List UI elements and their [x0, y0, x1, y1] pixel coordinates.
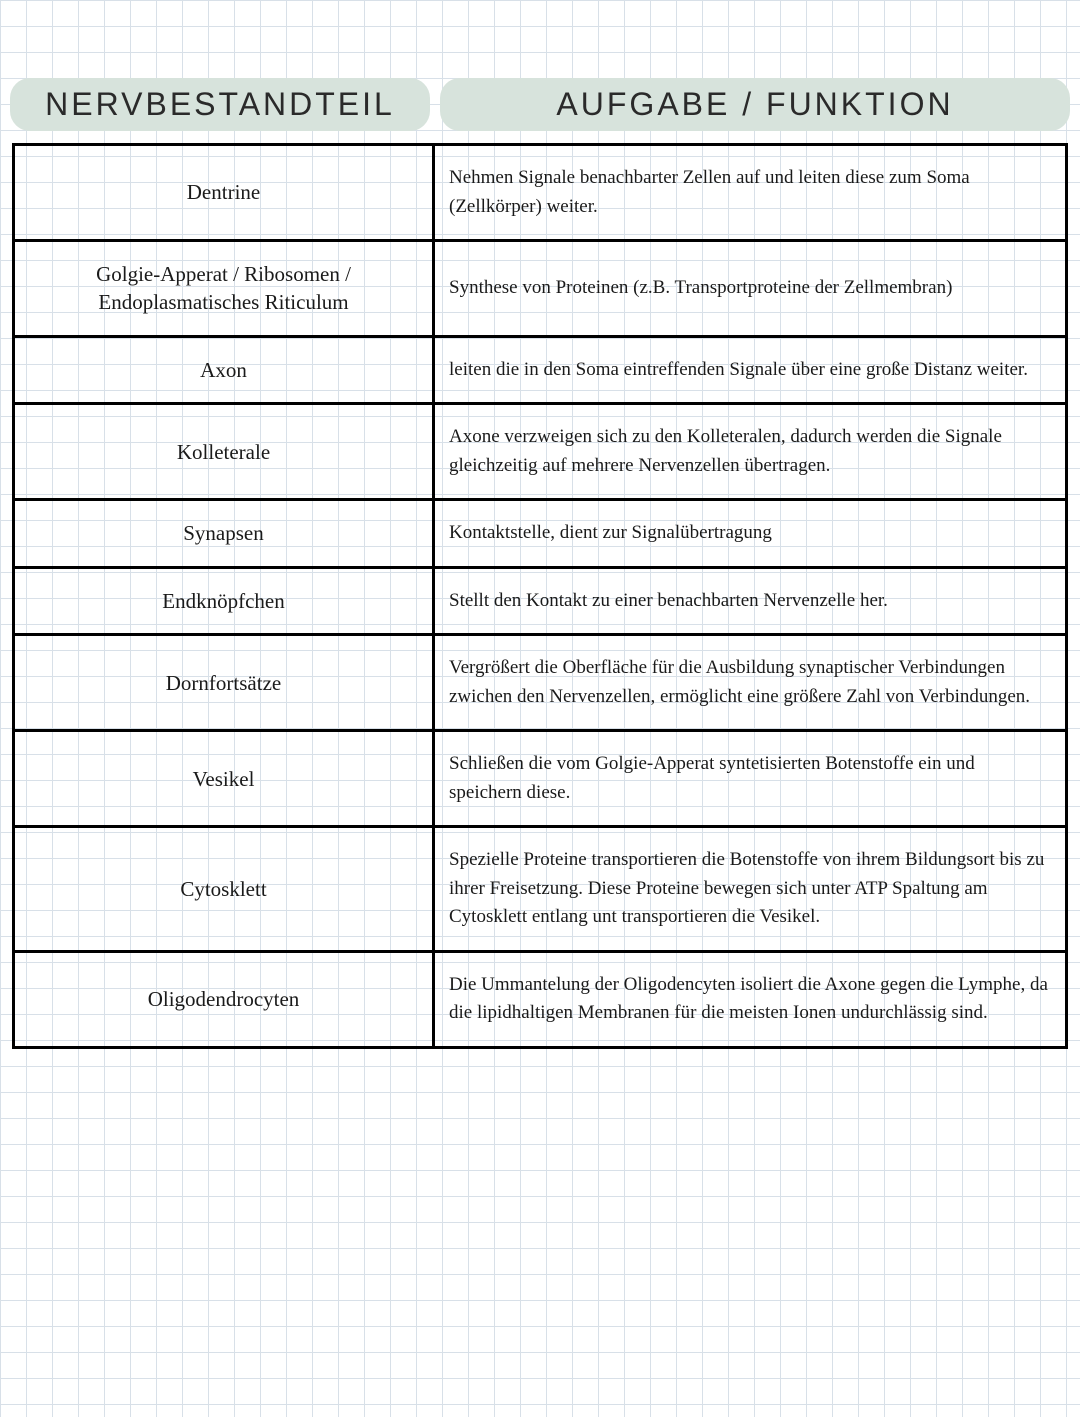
table-row: Synapsen Kontaktstelle, dient zur Signal… — [14, 500, 1067, 568]
def-cell: Spezielle Proteine transportieren die Bo… — [434, 827, 1067, 952]
def-cell: Axone verzweigen sich zu den Kolleterale… — [434, 404, 1067, 500]
term-cell: Oligodendrocyten — [14, 951, 434, 1047]
header-left-text: NERVBESTANDTEIL — [45, 86, 395, 122]
page-content: NERVBESTANDTEIL AUFGABE / FUNKTION Dentr… — [0, 0, 1080, 1049]
def-cell: Die Ummantelung der Oligodencyten isolie… — [434, 951, 1067, 1047]
table-row: Cytosklett Spezielle Proteine transporti… — [14, 827, 1067, 952]
term-cell: Endknöpfchen — [14, 567, 434, 635]
def-cell: Nehmen Signale benachbarter Zellen auf u… — [434, 145, 1067, 241]
term-cell: Golgie-Apperat / Ribosomen / Endoplasmat… — [14, 241, 434, 337]
term-cell: Dentrine — [14, 145, 434, 241]
header-right-text: AUFGABE / FUNKTION — [556, 86, 953, 122]
table-row: Dornfortsätze Vergrößert die Oberfläche … — [14, 635, 1067, 731]
table-row: Oligodendrocyten Die Ummantelung der Oli… — [14, 951, 1067, 1047]
header-right-cell: AUFGABE / FUNKTION — [440, 78, 1070, 131]
term-cell: Kolleterale — [14, 404, 434, 500]
table-row: Dentrine Nehmen Signale benachbarter Zel… — [14, 145, 1067, 241]
term-cell: Dornfortsätze — [14, 635, 434, 731]
table-row: Vesikel Schließen die vom Golgie-Apperat… — [14, 731, 1067, 827]
table-row: Endknöpfchen Stellt den Kontakt zu einer… — [14, 567, 1067, 635]
def-cell: Vergrößert die Oberfläche für die Ausbil… — [434, 635, 1067, 731]
table-row: Golgie-Apperat / Ribosomen / Endoplasmat… — [14, 241, 1067, 337]
header-left-cell: NERVBESTANDTEIL — [10, 78, 430, 131]
table-row: Kolleterale Axone verzweigen sich zu den… — [14, 404, 1067, 500]
def-cell: Stellt den Kontakt zu einer benachbarten… — [434, 567, 1067, 635]
def-cell: leiten die in den Soma eintreffenden Sig… — [434, 336, 1067, 404]
notes-table: Dentrine Nehmen Signale benachbarter Zel… — [12, 143, 1068, 1049]
term-cell: Synapsen — [14, 500, 434, 568]
term-cell: Cytosklett — [14, 827, 434, 952]
notes-table-body: Dentrine Nehmen Signale benachbarter Zel… — [14, 145, 1067, 1048]
table-row: Axon leiten die in den Soma eintreffende… — [14, 336, 1067, 404]
def-cell: Kontaktstelle, dient zur Signalübertragu… — [434, 500, 1067, 568]
term-cell: Vesikel — [14, 731, 434, 827]
table-headers: NERVBESTANDTEIL AUFGABE / FUNKTION — [10, 78, 1070, 131]
def-cell: Schließen die vom Golgie-Apperat synteti… — [434, 731, 1067, 827]
def-cell: Synthese von Proteinen (z.B. Transportpr… — [434, 241, 1067, 337]
term-cell: Axon — [14, 336, 434, 404]
